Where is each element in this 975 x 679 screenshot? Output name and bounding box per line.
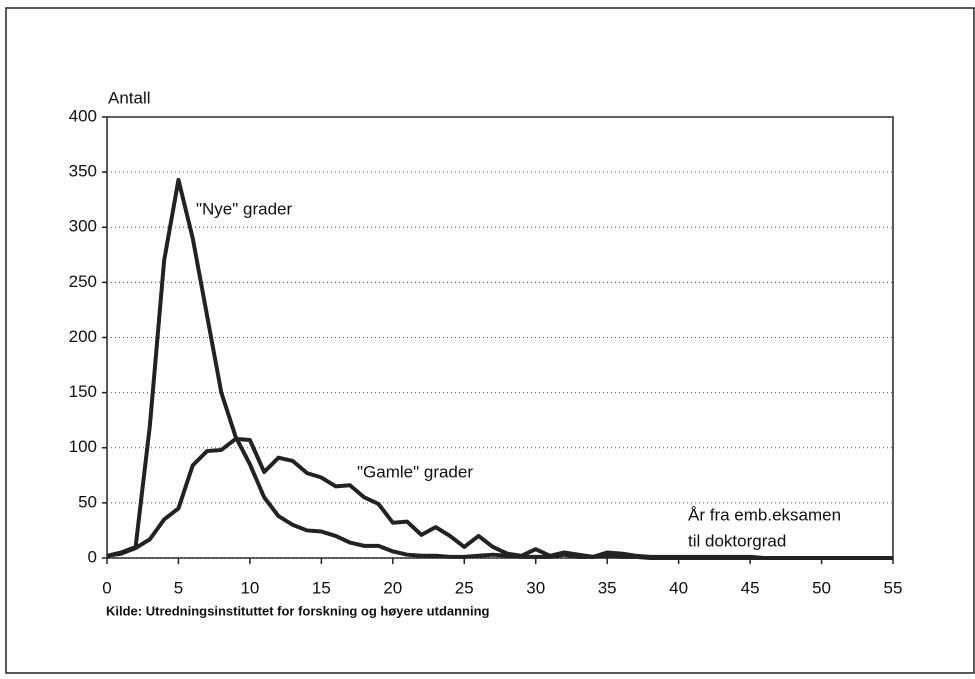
y-axis-label: Antall <box>108 88 151 107</box>
y-tick-label: 350 <box>69 162 97 181</box>
x-tick-label: 40 <box>669 578 688 597</box>
x-tick-label: 10 <box>240 578 259 597</box>
y-tick-label: 100 <box>69 437 97 456</box>
series-label: "Gamle" grader <box>357 462 473 481</box>
x-tick-label: 35 <box>598 578 617 597</box>
x-tick-label: 25 <box>455 578 474 597</box>
x-tick-label: 30 <box>526 578 545 597</box>
y-tick-label: 150 <box>69 382 97 401</box>
y-tick-label: 400 <box>69 106 97 125</box>
x-axis-label: til doktorgrad <box>688 531 786 550</box>
series-line <box>106 177 893 560</box>
y-tick-label: 50 <box>78 492 97 511</box>
y-tick-label: 0 <box>88 547 97 566</box>
series-label: "Nye" grader <box>196 199 293 218</box>
series-line <box>106 436 893 560</box>
x-tick-label: 55 <box>884 578 903 597</box>
y-tick-label: 300 <box>69 217 97 236</box>
source-note: Kilde: Utredningsinstituttet for forskni… <box>106 603 490 618</box>
x-tick-label: 15 <box>312 578 331 597</box>
x-tick-label: 5 <box>174 578 183 597</box>
x-tick-label: 50 <box>812 578 831 597</box>
y-tick-label: 200 <box>69 327 97 346</box>
x-tick-label: 20 <box>383 578 402 597</box>
x-tick-label: 0 <box>102 578 111 597</box>
frame <box>5 7 975 674</box>
x-tick-label: 45 <box>741 578 760 597</box>
y-tick-label: 250 <box>69 272 97 291</box>
x-axis-label: År fra emb.eksamen <box>688 505 841 524</box>
